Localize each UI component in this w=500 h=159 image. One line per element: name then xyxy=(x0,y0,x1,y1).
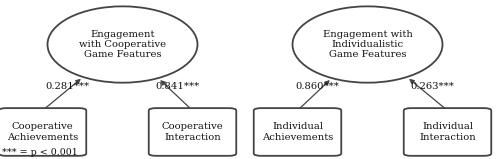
Text: Cooperative
Interaction: Cooperative Interaction xyxy=(162,122,224,142)
Text: Individual
Interaction: Individual Interaction xyxy=(419,122,476,142)
Text: Engagement with
Individualistic
Game Features: Engagement with Individualistic Game Fea… xyxy=(322,30,412,59)
FancyBboxPatch shape xyxy=(254,108,341,156)
Ellipse shape xyxy=(292,6,442,83)
Text: 0.860***: 0.860*** xyxy=(296,82,340,91)
FancyBboxPatch shape xyxy=(0,108,86,156)
Text: Individual
Achievements: Individual Achievements xyxy=(262,122,333,142)
Text: *** = p < 0.001: *** = p < 0.001 xyxy=(2,148,78,157)
FancyBboxPatch shape xyxy=(149,108,236,156)
Text: 0.281***: 0.281*** xyxy=(46,82,90,91)
Text: 0.841***: 0.841*** xyxy=(156,82,200,91)
Text: Engagement
with Cooperative
Game Features: Engagement with Cooperative Game Feature… xyxy=(79,30,166,59)
FancyBboxPatch shape xyxy=(404,108,491,156)
Text: 0.263***: 0.263*** xyxy=(410,82,455,91)
Text: Cooperative
Achievements: Cooperative Achievements xyxy=(7,122,78,142)
Ellipse shape xyxy=(48,6,198,83)
